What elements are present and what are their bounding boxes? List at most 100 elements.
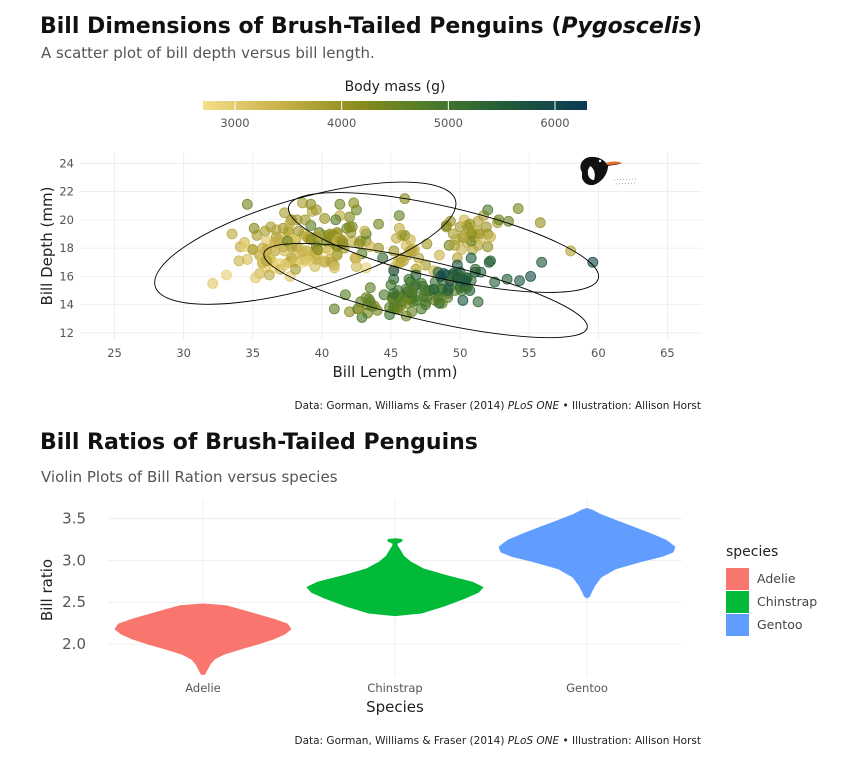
ellipse-gentoo — [263, 242, 588, 339]
scatter-point — [226, 228, 238, 240]
y-tick-label: 20 — [59, 213, 74, 227]
scatter-point — [265, 221, 277, 233]
scatter-point — [457, 295, 469, 306]
scatter-point — [263, 269, 275, 281]
x-tick-label: Adelie — [185, 681, 221, 695]
y-tick-label: 16 — [59, 269, 74, 283]
chart1-x-axis-label: Bill Length (mm) — [333, 363, 458, 381]
scatter-point — [404, 285, 416, 296]
scatter-point — [514, 275, 525, 287]
species-legend-title: species — [726, 544, 778, 560]
scatter-point — [457, 232, 469, 244]
chart2-caption: Data: Gorman, Williams & Fraser (2014) P… — [294, 735, 701, 747]
y-tick-label: 12 — [59, 326, 74, 340]
body-mass-legend: Body mass (g) 3000 4000 5000 6000 — [203, 79, 587, 130]
scatter-point — [416, 303, 427, 315]
scatter-point — [247, 244, 259, 255]
violin-adelie — [114, 603, 292, 675]
scatter-point — [442, 285, 454, 296]
scatter-point — [388, 287, 400, 299]
scatter-point — [534, 217, 546, 229]
x-tick-label: 30 — [176, 346, 191, 360]
scatter-point — [395, 256, 407, 268]
violin-chart: Bill Ratios of Brush-Tailed Penguins Vio… — [38, 430, 817, 747]
chart1-y-tick-labels: 12 14 16 18 20 22 24 — [59, 156, 74, 340]
x-tick-label: Chinstrap — [367, 681, 422, 695]
chart1-points — [207, 193, 599, 323]
chart2-x-tick-labels: Adelie Chinstrap Gentoo — [185, 681, 608, 695]
chart1-y-axis-label: Bill Depth (mm) — [38, 187, 56, 306]
x-tick-label: 65 — [660, 346, 675, 360]
scatter-point — [472, 296, 484, 308]
scatter-point — [410, 295, 422, 306]
scatter-point — [348, 197, 360, 209]
x-tick-label: 45 — [384, 346, 399, 360]
scatter-point — [393, 210, 405, 222]
scatter-point — [353, 238, 365, 250]
legend-swatch-chinstrap — [726, 591, 749, 613]
x-tick-label: 25 — [107, 346, 122, 360]
scatter-point — [482, 204, 494, 216]
scatter-point — [373, 218, 384, 230]
legend-title: Body mass (g) — [345, 79, 446, 95]
scatter-point — [334, 198, 346, 210]
legend-label-gentoo: Gentoo — [757, 617, 803, 632]
y-tick-label: 22 — [59, 185, 74, 199]
colorbar-tick-label: 3000 — [220, 116, 249, 130]
colorbar-tick-label: 4000 — [327, 116, 356, 130]
scatter-point — [330, 214, 342, 226]
scatter-point — [328, 303, 340, 315]
scatter-point — [364, 282, 376, 294]
scatter-point — [393, 222, 405, 234]
scatter-point — [404, 234, 416, 246]
x-tick-label: 40 — [315, 346, 330, 360]
scatter-point — [464, 218, 476, 230]
legend-label-chinstrap: Chinstrap — [757, 594, 817, 609]
chart2-title: Bill Ratios of Brush-Tailed Penguins — [40, 430, 478, 455]
chart1-gridlines — [80, 152, 702, 340]
species-legend: species Adelie Chinstrap Gentoo — [726, 544, 817, 636]
species-legend-entries: Adelie Chinstrap Gentoo — [726, 568, 817, 636]
chart2-violins — [114, 508, 676, 675]
scatter-point — [525, 270, 537, 282]
scatter-point — [241, 198, 253, 210]
chart2-x-axis-label: Species — [366, 698, 424, 716]
penguin-icon — [580, 156, 637, 188]
scatter-point — [359, 225, 371, 237]
x-tick-label: 35 — [245, 346, 260, 360]
scatter-point — [587, 256, 599, 268]
x-tick-label: 60 — [591, 346, 606, 360]
scatter-point — [428, 283, 440, 295]
scatter-point — [207, 278, 219, 289]
colorbar-ticks: 3000 4000 5000 6000 — [220, 101, 570, 130]
y-tick-label: 2.5 — [62, 593, 86, 611]
y-tick-label: 14 — [59, 298, 74, 312]
scatter-point — [465, 252, 477, 264]
x-tick-label: Gentoo — [566, 681, 608, 695]
violin-gentoo — [498, 508, 676, 599]
scatter-point — [337, 235, 349, 247]
chart1-subtitle: A scatter plot of bill depth versus bill… — [41, 44, 375, 62]
y-tick-label: 3.5 — [62, 509, 86, 527]
scatter-point — [416, 278, 427, 289]
scatter-chart: Bill Dimensions of Brush-Tailed Penguins… — [38, 14, 702, 412]
scatter-point — [250, 272, 261, 284]
scatter-point — [421, 238, 433, 250]
chart1-ellipses — [154, 181, 600, 339]
chart1-caption: Data: Gorman, Williams & Fraser (2014) P… — [294, 400, 701, 412]
scatter-point — [310, 204, 322, 216]
y-tick-label: 24 — [59, 156, 74, 170]
scatter-point — [482, 241, 494, 253]
scatter-point — [346, 221, 358, 233]
colorbar-tick-label: 5000 — [434, 116, 463, 130]
scatter-point — [248, 222, 260, 234]
scatter-point — [449, 239, 460, 251]
scatter-point — [221, 269, 232, 281]
colorbar — [203, 101, 587, 110]
scatter-point — [324, 228, 336, 240]
scatter-point — [453, 269, 465, 281]
chart2-y-axis-label: Bill ratio — [38, 559, 56, 621]
scatter-point — [312, 244, 324, 255]
scatter-point — [302, 255, 314, 267]
